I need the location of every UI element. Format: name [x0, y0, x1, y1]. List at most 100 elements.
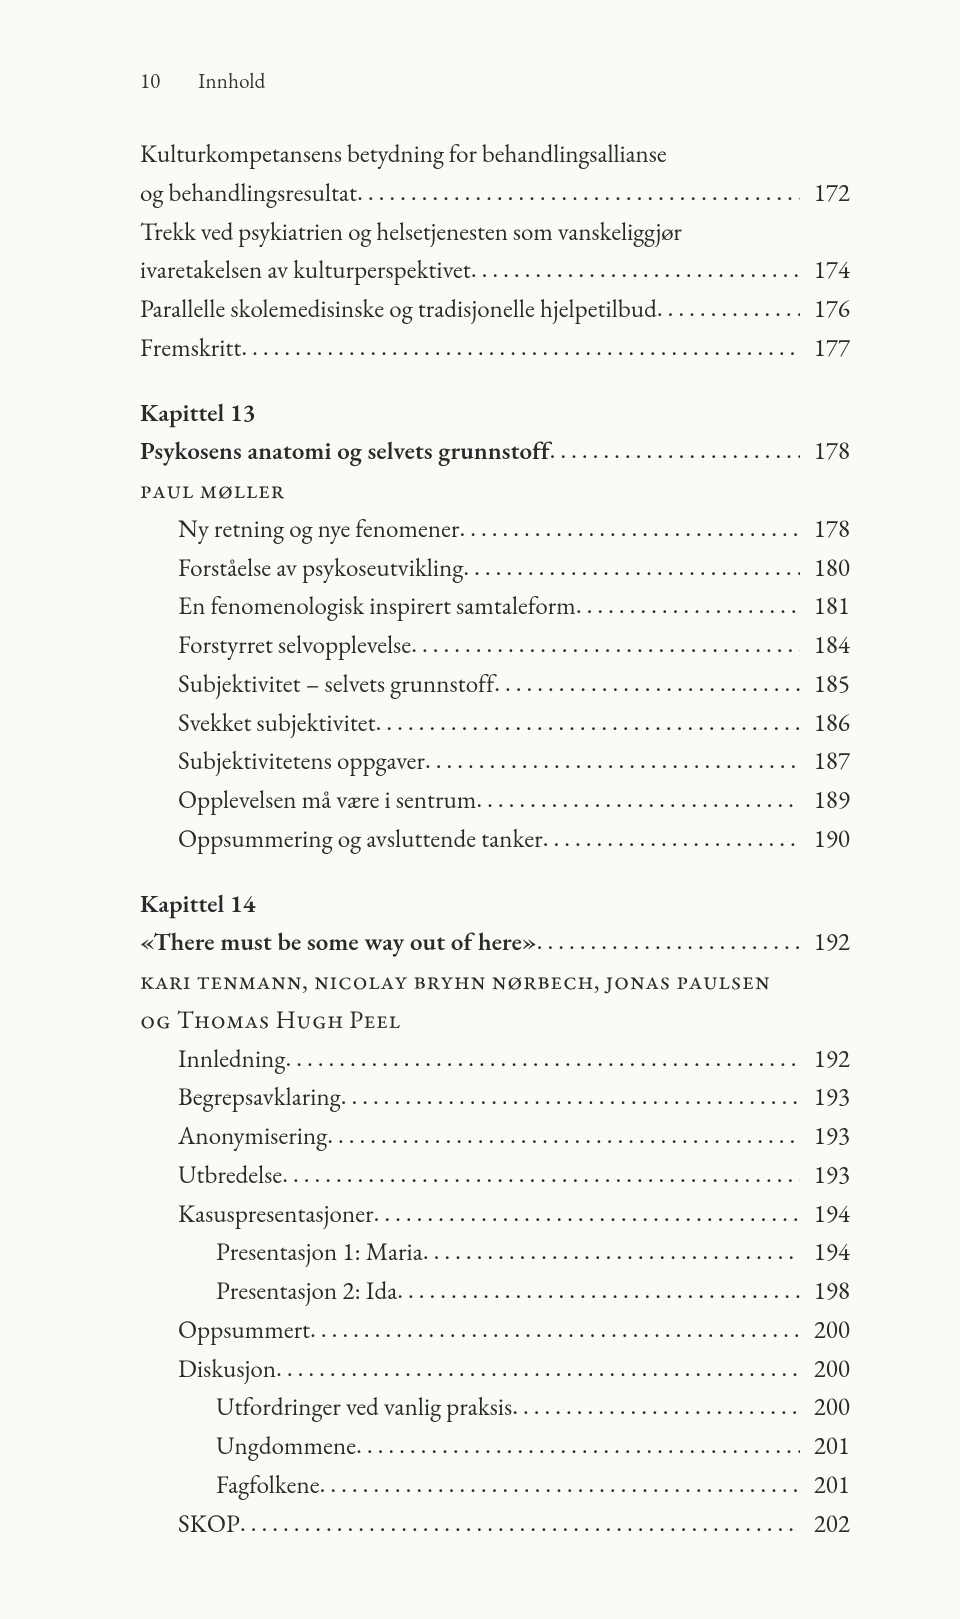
toc-entry: Presentasjon 2: Ida 198 — [140, 1272, 850, 1311]
toc-entry: Diskusjon 200 — [140, 1350, 850, 1389]
toc-entry: Oppsummering og avsluttende tanker 190 — [140, 820, 850, 859]
chapter-title: Psykosens anatomi og selvets grunnstoff — [140, 432, 550, 471]
leader-dots — [512, 1387, 800, 1426]
toc-entry: Ny retning og nye fenomener 178 — [140, 510, 850, 549]
toc-entry: Anonymisering 193 — [140, 1117, 850, 1156]
page-header: 10 Innhold — [140, 68, 850, 95]
leader-dots — [494, 664, 800, 703]
toc-entry-label: Fremskritt — [140, 329, 241, 368]
toc-entry: Presentasjon 1: Maria 194 — [140, 1233, 850, 1272]
toc-top-section: Kulturkompetansens betydning for behandl… — [140, 135, 850, 368]
toc-entry-label: Begrepsavklaring — [178, 1078, 341, 1117]
toc-entry-label: Subjektivitet – selvets grunnstoff — [178, 665, 494, 704]
chapter-author: kari tenmann, nicolay bryhn nørbech, jon… — [140, 962, 850, 1001]
toc-entry: Utbredelse 193 — [140, 1156, 850, 1195]
toc-entry-page: 193 — [800, 1156, 850, 1195]
leader-dots — [357, 173, 800, 212]
toc-entry: Subjektivitet – selvets grunnstoff 185 — [140, 665, 850, 704]
toc-entry-page: 174 — [800, 251, 850, 290]
chapter-title-line: «There must be some way out of here» 192 — [140, 923, 850, 962]
toc-entry-label: Ny retning og nye fenomener — [178, 510, 459, 549]
leader-dots — [476, 780, 800, 819]
leader-dots — [282, 1155, 800, 1194]
toc-entry-page: 193 — [800, 1078, 850, 1117]
toc-entry-page: 200 — [800, 1388, 850, 1427]
toc-entry-label: Subjektivitetens oppgaver — [178, 742, 425, 781]
leader-dots — [537, 922, 800, 961]
leader-dots — [411, 625, 800, 664]
toc-entry-label: Ungdommene — [216, 1427, 356, 1466]
toc-entry-page: 193 — [800, 1117, 850, 1156]
toc-entry-label: Forstyrret selvopplevelse — [178, 626, 411, 665]
toc-entry: Utfordringer ved vanlig praksis 200 — [140, 1388, 850, 1427]
toc-entry-page: 186 — [800, 704, 850, 743]
chapter-14-block: Kapittel 14 «There must be some way out … — [140, 885, 850, 1544]
toc-entry-label: SKOP — [178, 1505, 240, 1544]
leader-dots — [310, 1310, 800, 1349]
toc-entry: Opplevelsen må være i sentrum189 — [140, 781, 850, 820]
chapter-page: 192 — [800, 923, 850, 962]
chapter-heading: Kapittel 13 — [140, 394, 850, 433]
toc-entry-page: 177 — [800, 329, 850, 368]
toc-entry-label: Utbredelse — [178, 1156, 282, 1195]
toc-entry-page: 194 — [800, 1195, 850, 1234]
leader-dots — [241, 328, 800, 367]
toc-entry-label: Utfordringer ved vanlig praksis — [216, 1388, 512, 1427]
leader-dots — [356, 1426, 800, 1465]
toc-entry: Subjektivitetens oppgaver187 — [140, 742, 850, 781]
toc-entry-page: 184 — [800, 626, 850, 665]
toc-entry-label: Diskusjon — [178, 1350, 276, 1389]
leader-dots — [285, 1039, 800, 1078]
toc-entry: Begrepsavklaring 193 — [140, 1078, 850, 1117]
toc-entry-label: En fenomenologisk inspirert samtaleform — [178, 587, 576, 626]
leader-dots — [341, 1077, 800, 1116]
leader-dots — [463, 548, 800, 587]
toc-entry-page: 180 — [800, 549, 850, 588]
toc-entry-page: 200 — [800, 1350, 850, 1389]
toc-entry: En fenomenologisk inspirert samtaleform1… — [140, 587, 850, 626]
toc-entry: ivaretakelsen av kulturperspektivet 174 — [140, 251, 850, 290]
toc-entry: Forstyrret selvopplevelse 184 — [140, 626, 850, 665]
chapter-author: paul møller — [140, 471, 850, 510]
toc-entry-page: 185 — [800, 665, 850, 704]
toc-entry-page: 190 — [800, 820, 850, 859]
leader-dots — [276, 1349, 800, 1388]
chapter-page: 178 — [800, 432, 850, 471]
toc-entry: Forståelse av psykoseutvikling180 — [140, 549, 850, 588]
toc-entry-label: Kulturkompetansens betydning for behandl… — [140, 135, 850, 174]
toc-entry-label: Innledning — [178, 1040, 285, 1079]
leader-dots — [327, 1116, 800, 1155]
toc-entry-label: Oppsummert — [178, 1311, 310, 1350]
toc-entry-page: 178 — [800, 510, 850, 549]
toc-entry: Svekket subjektivitet186 — [140, 704, 850, 743]
toc-entry: Oppsummert 200 — [140, 1311, 850, 1350]
running-head: Innhold — [198, 68, 265, 95]
chapter-author: og Thomas Hugh Peel — [140, 1001, 850, 1040]
chapter-title: «There must be some way out of here» — [140, 923, 537, 962]
toc-entry-page: 198 — [800, 1272, 850, 1311]
toc-entry-label: Parallelle skolemedisinske og tradisjone… — [140, 290, 657, 329]
toc-entry-label: Oppsummering og avsluttende tanker — [178, 820, 543, 859]
toc-entry-label: ivaretakelsen av kulturperspektivet — [140, 251, 471, 290]
leader-dots — [576, 586, 800, 625]
toc-entry: Fremskritt 177 — [140, 329, 850, 368]
toc-entry-page: 201 — [800, 1466, 850, 1505]
leader-dots — [471, 250, 800, 289]
toc-entry-label: Anonymisering — [178, 1117, 327, 1156]
toc-entry-page: 200 — [800, 1311, 850, 1350]
toc-entry: SKOP 202 — [140, 1505, 850, 1544]
toc-entry-page: 172 — [800, 174, 850, 213]
toc-entry: Fagfolkene201 — [140, 1466, 850, 1505]
toc-entry-page: 202 — [800, 1505, 850, 1544]
toc-entry-page: 192 — [800, 1040, 850, 1079]
toc-entry-label: og behandlingsresultat — [140, 174, 357, 213]
toc-entry: Innledning 192 — [140, 1040, 850, 1079]
leader-dots — [397, 1271, 800, 1310]
toc-entry-page: 176 — [800, 290, 850, 329]
toc-entry-label: Presentasjon 2: Ida — [216, 1272, 397, 1311]
page-number: 10 — [140, 68, 160, 95]
toc-entry-page: 194 — [800, 1233, 850, 1272]
toc-entry-label: Presentasjon 1: Maria — [216, 1233, 423, 1272]
toc-entry-page: 189 — [800, 781, 850, 820]
chapter-heading: Kapittel 14 — [140, 885, 850, 924]
